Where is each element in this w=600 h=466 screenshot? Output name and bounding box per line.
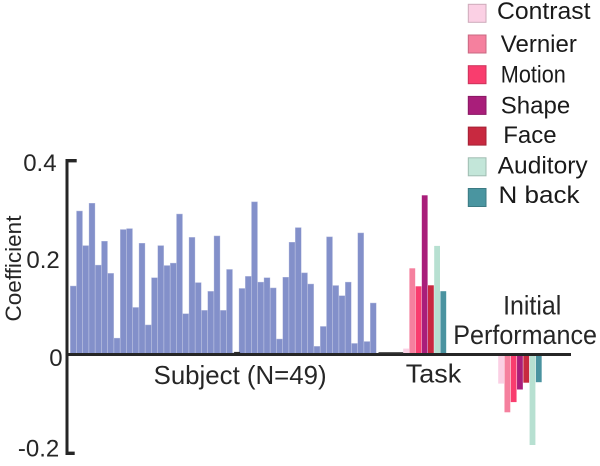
svg-text:0.4: 0.4 [23, 150, 56, 177]
svg-text:0.2: 0.2 [26, 247, 59, 274]
svg-text:Auditory: Auditory [498, 152, 588, 179]
svg-text:Face: Face [503, 122, 556, 149]
svg-text:Vernier: Vernier [501, 31, 577, 58]
svg-text:Subject (N=49): Subject (N=49) [154, 360, 327, 390]
svg-text:Shape: Shape [501, 92, 570, 119]
svg-text:Task: Task [406, 359, 463, 389]
svg-text:N back: N back [499, 182, 581, 209]
svg-text:Coefficient: Coefficient [1, 215, 26, 322]
svg-text:0: 0 [49, 345, 62, 372]
svg-text:Performance: Performance [453, 320, 597, 350]
svg-text:Motion: Motion [501, 62, 566, 89]
svg-text:Initial: Initial [503, 291, 561, 321]
svg-text:-0.2: -0.2 [18, 435, 59, 462]
svg-text:Contrast: Contrast [497, 0, 591, 25]
